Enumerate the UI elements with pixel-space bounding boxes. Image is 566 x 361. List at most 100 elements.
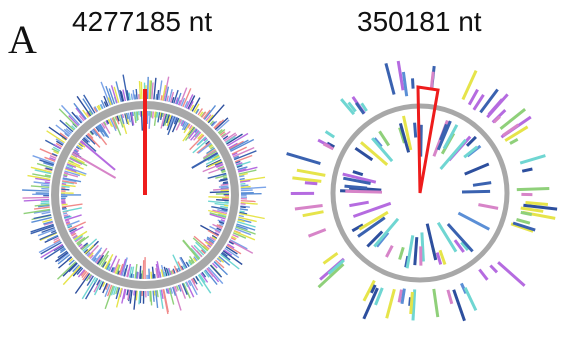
inner-feature-bar — [62, 177, 82, 183]
outer-feature-bar — [181, 283, 188, 295]
inner-feature-bar — [75, 146, 81, 150]
outer-feature-bar — [58, 108, 78, 128]
inner-feature-bar — [218, 185, 229, 188]
outer-feature-bar — [240, 186, 267, 190]
outer-feature-bar — [166, 95, 169, 102]
outer-feature-bar — [127, 289, 131, 301]
outer-feature-bar — [233, 230, 256, 241]
outer-feature-bar — [227, 243, 235, 249]
inner-feature-bar — [94, 254, 101, 263]
outer-feature-bar — [34, 203, 50, 207]
outer-feature-bar — [82, 98, 94, 115]
inner-feature-bar — [216, 224, 223, 228]
outer-feature-bar — [44, 245, 65, 260]
inner-feature-bar — [92, 128, 102, 139]
outer-feature-bar — [191, 278, 196, 284]
inner-feature-bar — [65, 167, 77, 173]
outer-feature-bar — [139, 290, 142, 304]
inner-feature-bar — [77, 242, 82, 246]
outer-feature-bar — [385, 288, 396, 319]
outer-feature-bar — [75, 114, 83, 123]
origin-marker-right — [416, 85, 440, 194]
inner-feature-bar — [413, 237, 419, 266]
inner-feature-bar — [216, 227, 222, 231]
inner-feature-bar — [436, 120, 452, 151]
outer-feature-bar — [59, 132, 68, 139]
outer-feature-bar — [39, 231, 57, 241]
outer-feature-bar — [324, 130, 336, 139]
inner-feature-bar — [167, 267, 172, 276]
outer-feature-bar — [220, 253, 240, 270]
outer-feature-bar — [32, 173, 51, 178]
inner-feature-bar — [211, 236, 217, 240]
outer-feature-bar — [317, 263, 345, 289]
outer-feature-bar — [149, 290, 152, 302]
outer-feature-bar — [65, 121, 75, 131]
inner-feature-bar — [208, 209, 227, 216]
outer-feature-bar — [238, 169, 257, 175]
outer-feature-bar — [362, 279, 376, 302]
inner-feature-bar — [80, 140, 116, 171]
inner-feature-bar — [168, 115, 175, 128]
inner-feature-bar — [156, 111, 159, 118]
inner-feature-bar — [192, 138, 209, 154]
outer-feature-bar — [30, 225, 55, 235]
outer-feature-bar — [108, 88, 116, 105]
outer-feature-bar — [68, 257, 74, 263]
inner-feature-bar — [180, 120, 185, 127]
outer-feature-bar — [327, 259, 345, 275]
outer-feature-bar — [185, 94, 194, 109]
inner-feature-bar — [172, 268, 176, 274]
inner-feature-bar — [61, 185, 70, 188]
inner-feature-bar — [102, 121, 111, 135]
outer-feature-bar — [516, 187, 550, 192]
inner-feature-bar — [64, 215, 72, 220]
inner-feature-bar — [153, 111, 156, 118]
inner-feature-bar — [177, 118, 181, 123]
outer-feature-bar — [44, 181, 50, 184]
outer-feature-bar — [188, 100, 194, 110]
outer-feature-bar — [177, 284, 182, 292]
inner-feature-bar — [220, 168, 226, 172]
outer-feature-bar — [199, 111, 204, 117]
outer-feature-bar — [237, 166, 248, 171]
outer-feature-bar — [227, 132, 249, 147]
inner-feature-bar — [61, 203, 68, 206]
inner-feature-bar — [166, 114, 172, 127]
outer-feature-bar — [113, 286, 117, 296]
inner-feature-bar — [82, 137, 89, 143]
outer-feature-bar — [217, 128, 223, 134]
outer-feature-bar — [239, 210, 245, 213]
outer-feature-bar — [22, 189, 50, 192]
outer-feature-bar — [165, 288, 169, 294]
outer-feature-bar — [238, 216, 257, 223]
outer-feature-bar — [240, 200, 256, 203]
inner-feature-bar — [61, 182, 67, 185]
inner-feature-bar — [127, 112, 131, 123]
inner-feature-bar — [214, 231, 220, 236]
inner-feature-bar — [95, 247, 108, 264]
outer-feature-bar — [172, 286, 182, 311]
inner-feature-bar — [192, 237, 209, 252]
outer-feature-bar — [96, 279, 101, 286]
outer-feature-bar — [384, 63, 396, 95]
outer-feature-bar — [234, 228, 252, 236]
inner-feature-bar — [153, 273, 156, 279]
outer-feature-bar — [98, 281, 105, 291]
outer-feature-bar — [64, 132, 70, 137]
inner-feature-bar — [118, 263, 124, 276]
inner-feature-bar — [193, 244, 205, 256]
inner-feature-bar — [132, 274, 135, 279]
inner-feature-bar — [193, 235, 210, 250]
inner-feature-bar — [63, 215, 71, 219]
inner-feature-bar — [385, 245, 394, 258]
inner-feature-bar — [200, 224, 219, 237]
outer-feature-bar — [240, 189, 253, 192]
inner-feature-bar — [173, 265, 178, 273]
outer-feature-bar — [232, 232, 247, 239]
inner-feature-bar — [63, 175, 68, 178]
outer-feature-bar — [105, 283, 109, 290]
inner-feature-bar — [61, 203, 83, 208]
outer-feature-bar — [185, 281, 195, 298]
inner-feature-bar — [136, 111, 139, 121]
